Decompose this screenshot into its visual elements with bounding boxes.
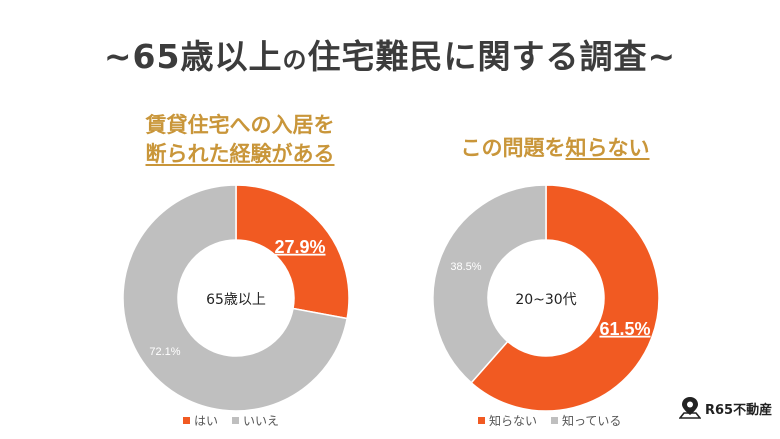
page-title: ~65歳以上の住宅難民に関する調査~ xyxy=(0,30,780,78)
slice-label-2-2: 38.5% xyxy=(450,261,481,273)
legend-label: はい xyxy=(194,414,219,428)
brand-logo: R65不動産 xyxy=(679,396,772,420)
legend-label: 知らない xyxy=(489,414,538,428)
logo-text: R65不動産 xyxy=(705,402,773,418)
legend-item-shitteiru: 知っている xyxy=(551,412,621,429)
right-subtitle-before: この問題を xyxy=(460,136,566,160)
map-pin-icon xyxy=(679,397,701,419)
left-chart-subtitle: 賃貸住宅への入居を 断られた経験がある xyxy=(95,111,385,169)
donut-slice-2-2 xyxy=(432,184,547,384)
right-chart-legend: 知らない 知っている xyxy=(478,412,621,429)
legend-item-shiranai: 知らない xyxy=(478,412,537,429)
left-subtitle-line1: 賃貸住宅への入居を xyxy=(145,113,335,137)
right-chart-subtitle: この問題を知らない xyxy=(425,132,685,162)
legend-swatch xyxy=(551,417,559,424)
left-subtitle-line2: 断られた経験がある xyxy=(145,142,335,166)
slice-label-2-1: 61.5% xyxy=(599,319,650,339)
donut-center-label-2: 20~30代 xyxy=(515,292,576,308)
title-connector: の xyxy=(282,46,308,74)
right-subtitle-underlined: 知らない xyxy=(565,136,650,160)
legend-swatch xyxy=(183,417,190,424)
donut-center-label-1: 65歳以上 xyxy=(206,292,266,308)
donut-slice-1-1 xyxy=(235,184,350,320)
title-prefix: ~65歳以上 xyxy=(103,37,283,76)
title-suffix: 住宅難民に関する調査~ xyxy=(307,37,677,76)
donut-slice-1-2 xyxy=(122,184,349,412)
legend-swatch xyxy=(478,417,485,424)
donut-slice-2-1 xyxy=(470,184,660,412)
legend-label: 知っている xyxy=(562,414,622,428)
legend-item-hai: はい xyxy=(183,412,218,429)
legend-item-iie: いいえ xyxy=(232,412,279,429)
slice-label-1-2: 72.1% xyxy=(149,346,180,358)
legend-swatch xyxy=(232,417,240,424)
legend-label: いいえ xyxy=(243,414,280,428)
left-chart-legend: はい いいえ xyxy=(183,412,279,429)
slice-label-1-1: 27.9% xyxy=(274,237,325,257)
